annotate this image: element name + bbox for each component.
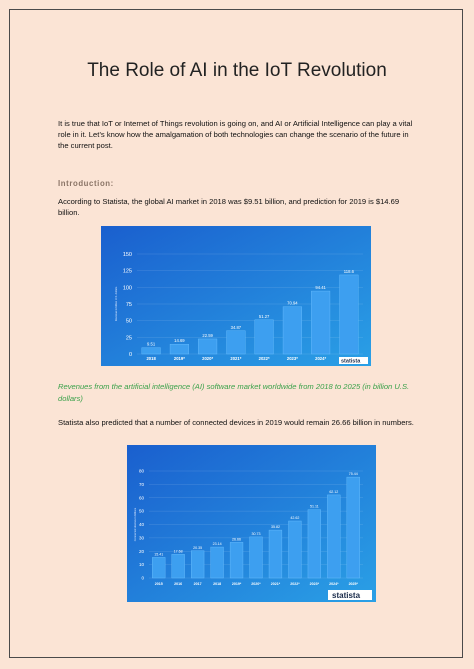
value-label: 23.14 [213,542,222,546]
chart-image: 0 25 50 75 100 125 150 Revenue in billion U.S. … [101,226,371,366]
y-tick-label: 75 [126,302,132,308]
x-tick-label: 2020* [202,356,213,361]
value-label: 35.82 [271,525,280,529]
bar [198,338,218,355]
logo-box [339,357,368,364]
x-tick-label: 2021* [271,582,281,586]
x-tick-label: 2019* [174,356,185,361]
x-tick-label: 2017 [194,582,202,586]
section-heading: Introduction: [58,179,114,188]
value-label: 118.6 [344,269,355,274]
y-tick-label: 25 [126,335,132,341]
y-tick-label: 0 [129,352,132,358]
value-label: 26.66 [232,537,241,541]
value-label: 70.94 [287,301,298,306]
value-label: 9.51 [147,342,156,347]
x-tick-label: 2019* [232,582,242,586]
paragraph: According to Statista, the global AI mar… [58,197,400,217]
y-tick-label: 30 [139,535,145,540]
chart-image: 0 10 20 30 40 50 60 70 80 Connected devices in bi… [127,445,376,602]
bar [226,330,246,355]
x-tick-label: 2023* [310,582,320,586]
x-tick-label: 2023* [287,356,298,361]
y-tick-label: 50 [139,509,145,514]
y-tick-label: 20 [139,549,145,554]
x-tick-label: 2024* [315,356,326,361]
value-label: 94.41 [315,285,326,290]
y-tick-label: 80 [139,469,145,474]
bar [152,557,166,579]
bar [288,520,302,579]
value-label: 30.73 [252,532,261,536]
x-tick-label: 2020* [251,582,261,586]
x-tick-label: 2024* [329,582,339,586]
logo: statista [332,591,361,600]
x-tick-label: 2015 [155,582,163,586]
value-label: 20.35 [193,546,202,550]
value-label: 75.44 [349,472,358,476]
bar [169,344,189,355]
bar [191,550,205,579]
bar [339,274,359,355]
value-label: 42.62 [290,516,299,520]
page-border [9,9,463,658]
y-axis-title: Connected devices in billions [133,507,137,541]
y-tick-label: 150 [123,252,132,258]
x-tick-label: 2021* [230,356,241,361]
value-label: 51.11 [310,505,319,509]
y-tick-label: 0 [141,576,144,581]
y-tick-label: 10 [139,562,145,567]
y-tick-label: 100 [123,285,132,291]
value-label: 15.41 [154,552,163,556]
x-tick-label: 2022* [290,582,300,586]
logo: statista [341,359,361,365]
bar [171,554,185,579]
bar [327,494,341,579]
bar [311,290,331,355]
bar [282,306,302,355]
y-tick-label: 70 [139,482,145,487]
logo-box [328,590,372,600]
value-label: 17.68 [174,549,183,553]
value-label: 51.27 [259,314,270,319]
y-tick-label: 40 [139,522,145,527]
x-tick-label: 2025* [349,582,359,586]
x-tick-label: 2022* [259,356,270,361]
bar [249,536,263,579]
bar [210,546,224,579]
bar [141,347,161,355]
paragraph: Statista also predicted that a number of… [58,418,414,427]
paragraph: It is true that IoT or Internet of Thing… [58,119,413,150]
value-label: 34.87 [231,325,242,330]
bar [229,542,244,579]
bar [254,319,274,355]
x-tick-label: 2016 [174,582,182,586]
bar [268,529,283,579]
y-axis-title: Revenue in billion U.S. dollars [114,286,118,321]
y-tick-label: 50 [126,319,132,325]
x-tick-label: 2018 [146,356,156,361]
title: The Role of AI in the IoT Revolution [87,60,387,81]
y-tick-label: 60 [139,495,145,500]
bar [307,509,321,579]
y-tick-label: 125 [123,269,132,275]
x-tick-label: 2018 [213,582,221,586]
value-label: 14.69 [174,338,185,343]
caption: Revenues from the artificial intelligenc… [58,382,410,403]
value-label: 62.12 [329,490,338,494]
bar [346,476,360,579]
value-label: 22.59 [202,333,213,338]
